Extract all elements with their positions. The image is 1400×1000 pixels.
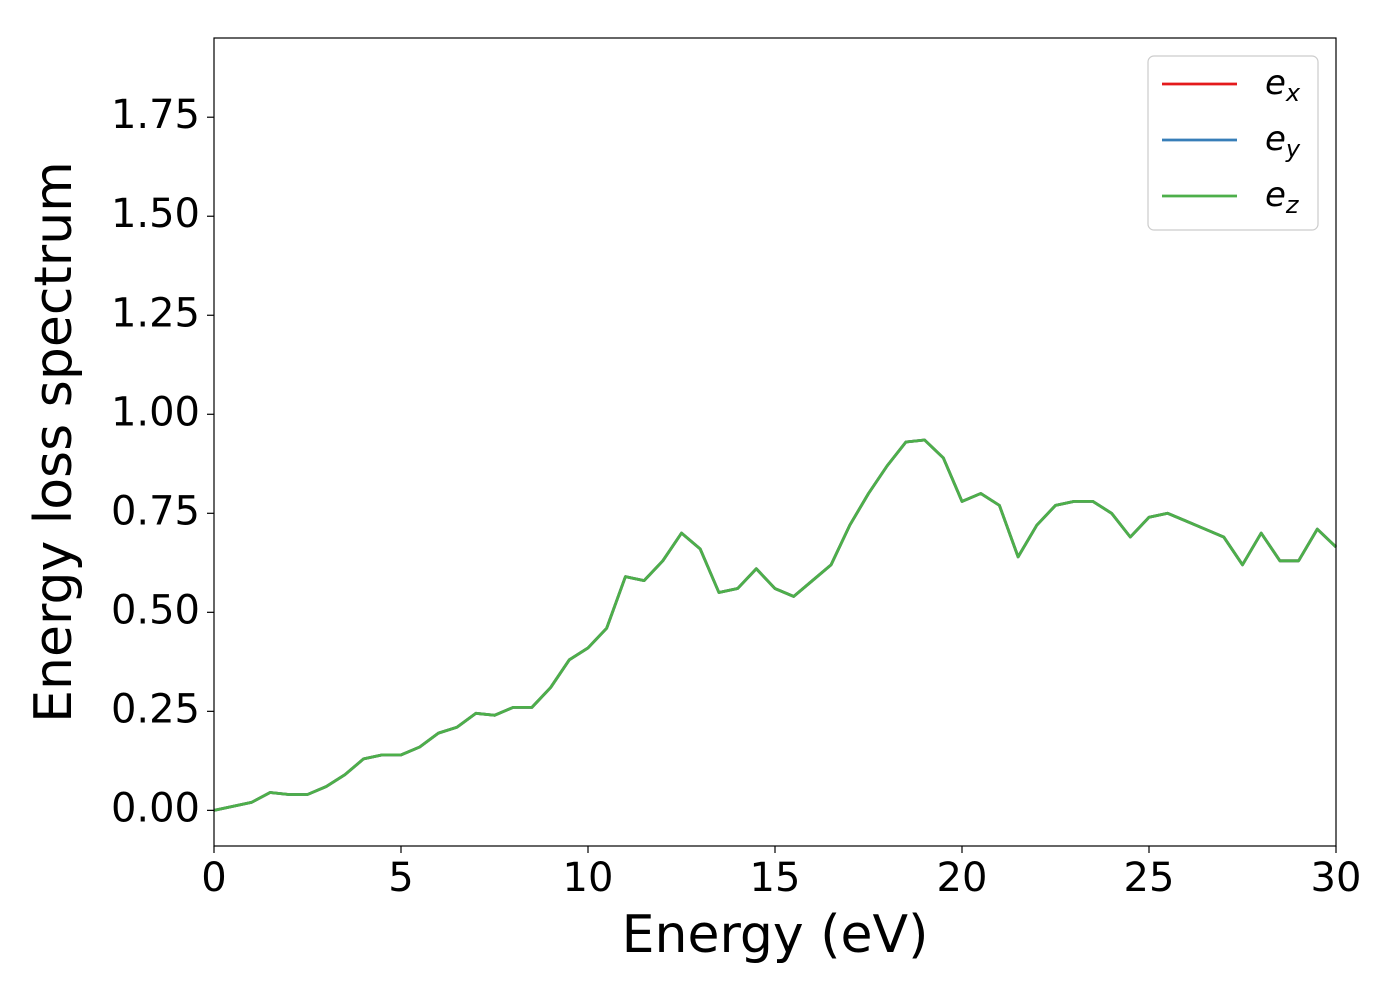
- plot-frame: [213, 37, 1337, 847]
- x-tick-label: 20: [937, 855, 988, 901]
- y-axis-label: Energy loss spectrum: [24, 161, 84, 723]
- legend-label: ex: [1265, 63, 1301, 108]
- x-axis-label: Energy (eV): [622, 905, 929, 965]
- y-tick-label: 0.75: [111, 488, 200, 534]
- series-line: [213, 438, 1337, 812]
- y-tick-label: 1.25: [111, 290, 200, 336]
- x-tick-label: 10: [563, 855, 614, 901]
- y-tick-label: 1.50: [111, 191, 200, 237]
- y-tick-label: 0.25: [111, 686, 200, 732]
- y-tick-label: 0.00: [111, 785, 200, 831]
- legend-label: ez: [1265, 175, 1300, 220]
- legend-box: [1147, 55, 1319, 231]
- x-tick-label: 0: [201, 855, 226, 901]
- x-tick-label: 25: [1124, 855, 1175, 901]
- legend-label: ey: [1265, 119, 1301, 164]
- x-tick-label: 15: [750, 855, 801, 901]
- y-tick-label: 1.00: [111, 389, 200, 435]
- x-tick-label: 5: [388, 855, 413, 901]
- y-tick-label: 1.75: [111, 92, 200, 138]
- x-tick-label: 30: [1311, 855, 1362, 901]
- y-tick-label: 0.50: [111, 587, 200, 633]
